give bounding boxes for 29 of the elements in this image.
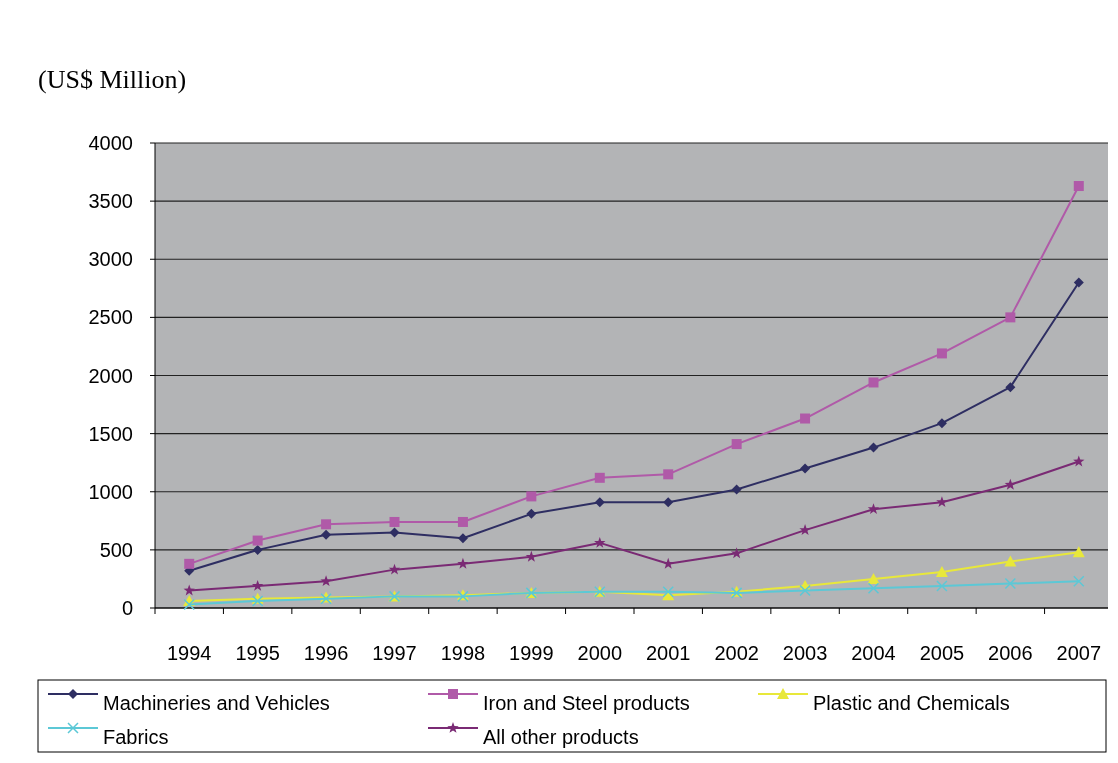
chart-title: (US$ Million): [38, 65, 187, 94]
y-tick-label: 3500: [88, 190, 133, 213]
x-tick-label: 2005: [919, 642, 965, 664]
legend-label: Plastic and Chemicals: [813, 692, 1010, 714]
x-tick-label: 1995: [235, 642, 280, 664]
x-tick-label: 2003: [782, 642, 828, 664]
y-tick-label: 0: [121, 597, 133, 619]
x-tick-label: 2002: [714, 642, 759, 664]
y-tick-label: 1000: [88, 480, 133, 503]
legend-label: Iron and Steel products: [483, 692, 690, 714]
x-tick-label: 2000: [577, 642, 623, 664]
x-tick-label: 1996: [303, 642, 349, 664]
x-tick-label: 1998: [440, 642, 486, 664]
x-tick-label: 2001: [645, 642, 691, 664]
y-tick-label: 500: [99, 538, 133, 561]
x-tick-label: 2007: [1056, 642, 1102, 664]
x-tick-label: 1997: [372, 642, 417, 664]
y-tick-label: 2000: [88, 364, 133, 387]
x-tick-label: 2006: [988, 642, 1033, 664]
x-tick-label: 2004: [851, 642, 896, 664]
legend-label: Fabrics: [103, 726, 169, 748]
x-tick-label: 1994: [166, 642, 212, 664]
y-tick-label: 4000: [88, 132, 133, 154]
legend-label: All other products: [483, 726, 639, 748]
x-tick-label: 1999: [509, 642, 554, 664]
legend-label: Machineries and Vehicles: [103, 692, 330, 714]
y-tick-label: 1500: [88, 422, 133, 445]
y-tick-label: 2500: [88, 306, 133, 329]
y-tick-label: 3000: [88, 248, 133, 271]
